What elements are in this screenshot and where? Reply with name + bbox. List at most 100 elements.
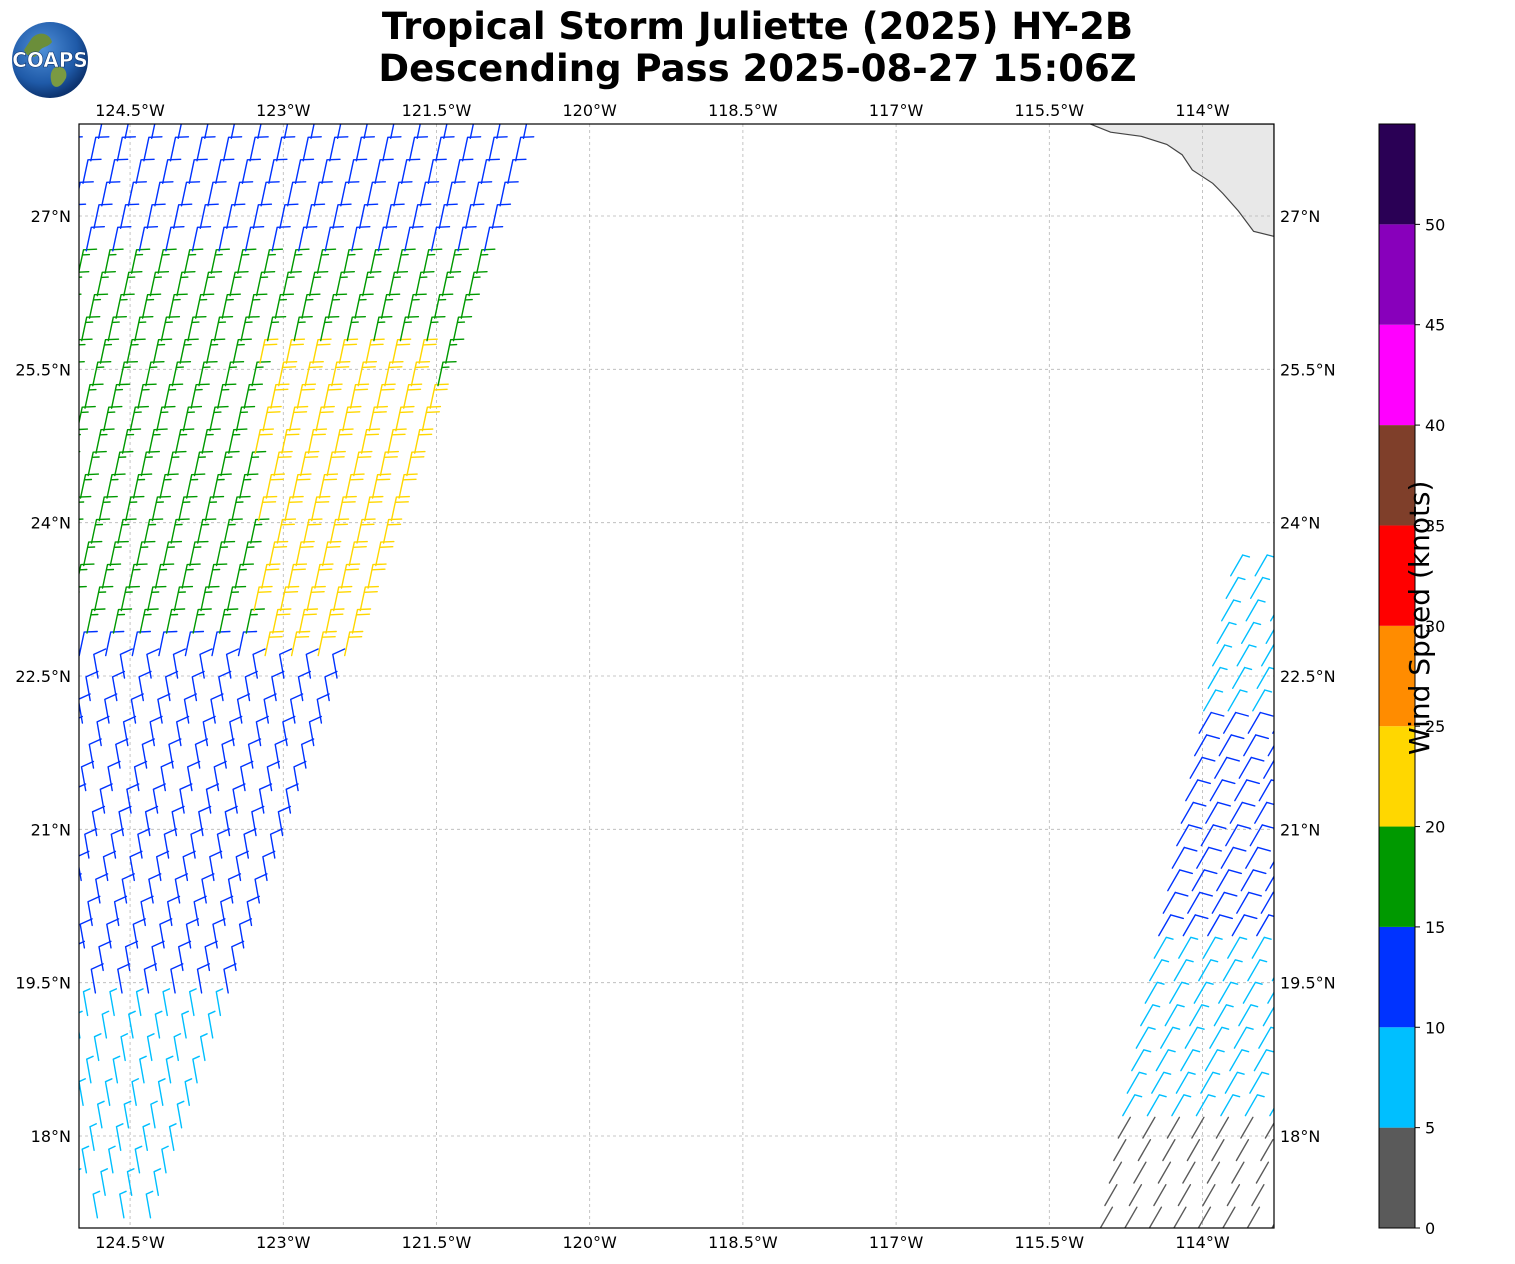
wind-barb bbox=[94, 585, 114, 612]
wind-barb bbox=[1149, 959, 1170, 982]
wind-barb bbox=[1137, 1139, 1152, 1162]
wind-barb bbox=[113, 895, 128, 927]
wind-barb bbox=[1281, 915, 1306, 936]
wind-barb bbox=[137, 828, 151, 859]
wind-barb bbox=[465, 203, 485, 229]
wind-barb bbox=[274, 293, 295, 319]
wind-barb bbox=[315, 405, 335, 432]
wind-barb bbox=[55, 317, 73, 341]
wind-barb bbox=[1196, 846, 1222, 869]
wind-barb bbox=[1218, 734, 1245, 757]
wind-barb bbox=[348, 540, 368, 567]
wind-barb bbox=[221, 738, 235, 769]
wind-barb bbox=[146, 648, 160, 679]
wind-barb bbox=[192, 1055, 200, 1084]
wind-barb bbox=[79, 293, 82, 295]
wind-barb bbox=[1144, 981, 1165, 1004]
wind-barb bbox=[1242, 981, 1263, 1004]
wind-barb bbox=[36, 739, 48, 768]
wind-barbs bbox=[23, 124, 1306, 1228]
wind-barb bbox=[1230, 554, 1251, 577]
colorbar-tick-label: 30 bbox=[1425, 617, 1445, 636]
wind-barb bbox=[430, 226, 451, 252]
wind-barb bbox=[79, 405, 96, 426]
wind-barb bbox=[95, 873, 109, 904]
wind-barb bbox=[1202, 936, 1223, 959]
wind-barb bbox=[1260, 1139, 1274, 1162]
wind-barb bbox=[366, 181, 386, 207]
land-mass bbox=[1089, 124, 1274, 238]
wind-barb bbox=[112, 608, 133, 634]
map-frame bbox=[78, 123, 1275, 1229]
wind-barb bbox=[176, 715, 190, 747]
wind-barb bbox=[112, 226, 132, 252]
wind-barb bbox=[437, 361, 457, 387]
wind-barb bbox=[217, 383, 237, 409]
wind-barb bbox=[152, 338, 173, 364]
wind-barb bbox=[324, 670, 338, 702]
wind-barb bbox=[181, 1010, 189, 1039]
wind-barb bbox=[320, 316, 340, 342]
wind-barb bbox=[176, 1100, 185, 1129]
wind-barb bbox=[314, 563, 334, 589]
wind-barb bbox=[412, 203, 432, 229]
wind-barb bbox=[158, 630, 178, 657]
wind-barb bbox=[345, 473, 365, 499]
wind-barb bbox=[220, 895, 234, 927]
wind-barb bbox=[52, 694, 64, 723]
wind-barb bbox=[1211, 891, 1238, 914]
wind-barb bbox=[165, 670, 179, 702]
wind-barb bbox=[219, 608, 239, 634]
wind-barb bbox=[28, 762, 40, 791]
wind-barb bbox=[79, 518, 84, 520]
wind-barb bbox=[23, 1011, 29, 1038]
wind-barb bbox=[157, 1078, 166, 1106]
wind-barb bbox=[29, 1146, 35, 1173]
wind-barb bbox=[79, 918, 93, 949]
wind-barb bbox=[322, 540, 342, 567]
wind-barb bbox=[1269, 860, 1274, 869]
wind-barb bbox=[1256, 666, 1274, 689]
wind-barb bbox=[199, 203, 219, 229]
wind-barb bbox=[382, 518, 403, 544]
wind-barb bbox=[178, 495, 198, 522]
wind-barb bbox=[163, 828, 177, 859]
wind-barb bbox=[146, 1033, 155, 1062]
wind-barb bbox=[264, 630, 284, 657]
wind-barb bbox=[106, 473, 126, 499]
wind-barb bbox=[128, 563, 148, 589]
wind-barb bbox=[179, 338, 199, 364]
colorbar-bin bbox=[1379, 224, 1415, 325]
wind-barb bbox=[396, 248, 416, 274]
wind-barb bbox=[96, 271, 116, 297]
wind-barb bbox=[101, 1010, 110, 1039]
wind-barb bbox=[79, 585, 87, 593]
wind-barb bbox=[1184, 1026, 1205, 1049]
wind-barb bbox=[1175, 1071, 1196, 1094]
wind-barb bbox=[1229, 801, 1256, 824]
wind-barb bbox=[362, 271, 382, 297]
wind-barb bbox=[1193, 981, 1214, 1004]
wind-barb bbox=[427, 158, 447, 184]
wind-barb bbox=[211, 630, 231, 657]
wind-barb bbox=[278, 361, 298, 387]
wind-barb bbox=[119, 1190, 127, 1219]
lon-tick-label-bottom: 123°W bbox=[256, 1233, 311, 1252]
wind-barb bbox=[213, 760, 227, 792]
wind-barb bbox=[1117, 1116, 1131, 1139]
lat-tick-label-left: 19.5°N bbox=[15, 974, 71, 993]
wind-barb bbox=[1241, 621, 1262, 644]
wind-barb bbox=[127, 181, 147, 207]
wind-barb bbox=[221, 293, 241, 319]
logo-text: COAPS bbox=[12, 48, 88, 72]
wind-barb bbox=[380, 293, 401, 319]
wind-barb bbox=[173, 1033, 182, 1062]
wind-barb bbox=[187, 760, 201, 792]
wind-barb bbox=[334, 428, 354, 454]
wind-barb bbox=[1223, 711, 1249, 734]
wind-barb bbox=[246, 450, 267, 477]
wind-barb bbox=[149, 271, 170, 297]
wind-barb bbox=[1209, 779, 1236, 802]
wind-barb bbox=[274, 738, 288, 769]
wind-barb bbox=[147, 585, 167, 612]
